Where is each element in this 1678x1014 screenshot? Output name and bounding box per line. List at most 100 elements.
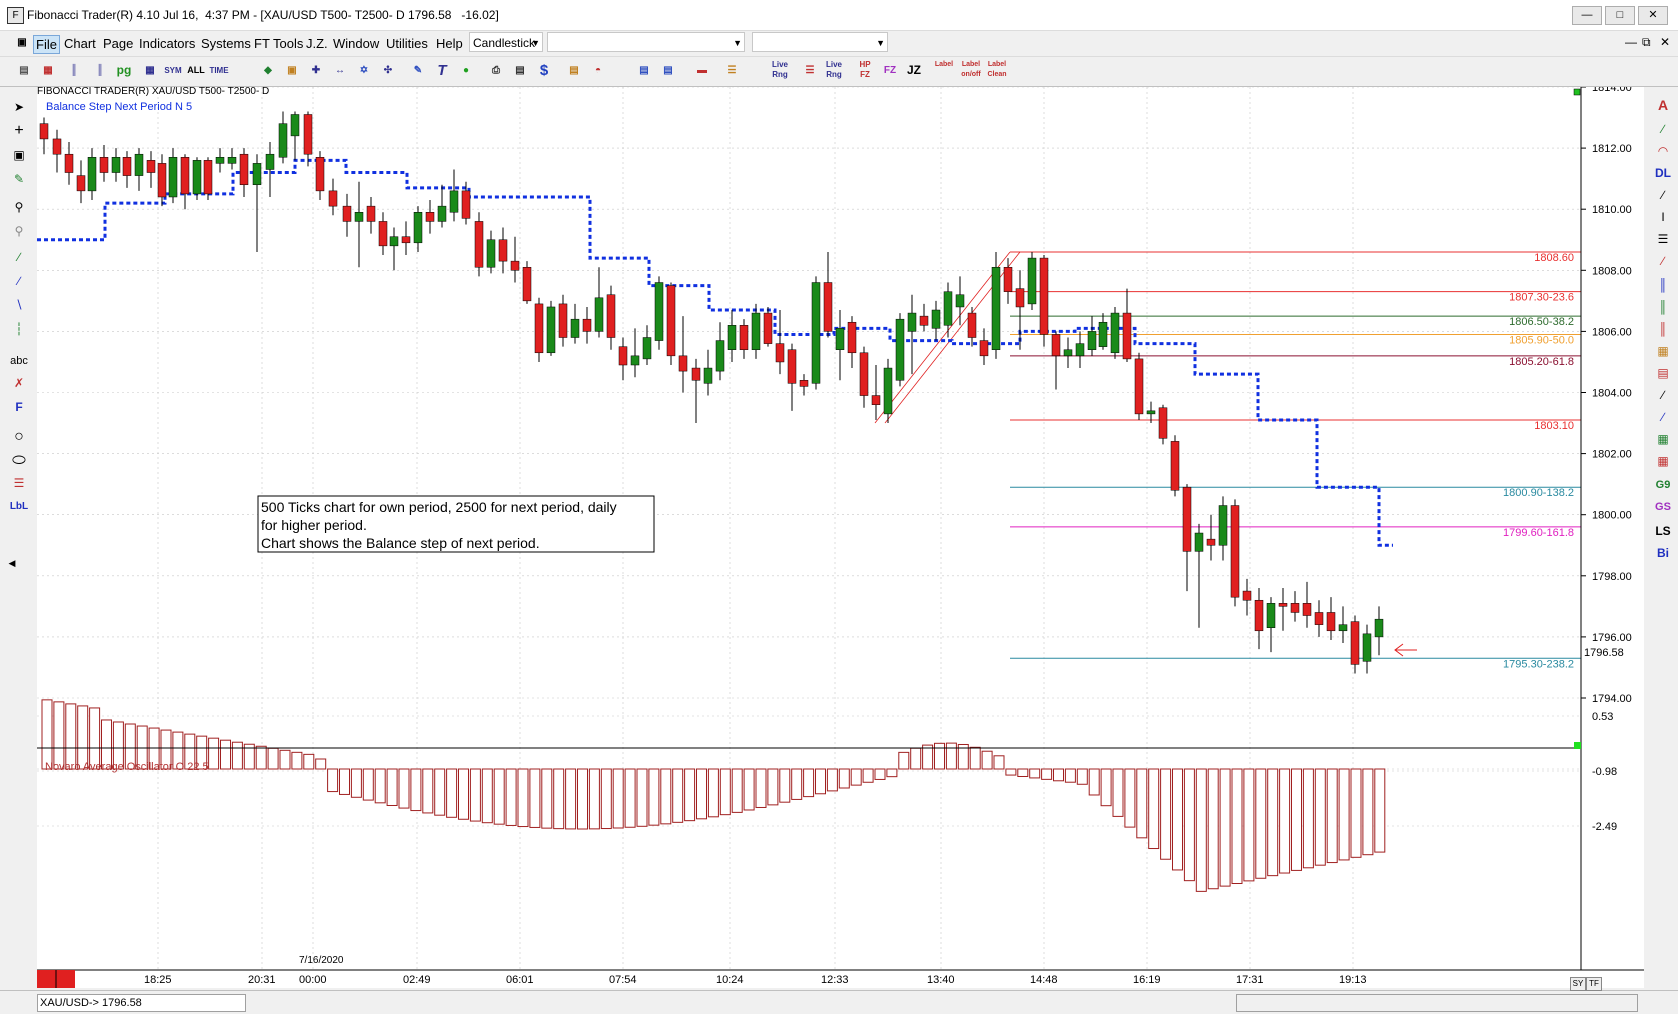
period-select[interactable]: ▼ (752, 32, 888, 52)
parallel-icon[interactable]: ∕ (1661, 188, 1664, 202)
menu-jz[interactable]: J.Z. (306, 36, 328, 51)
grid-green-icon[interactable]: ▦ (1657, 432, 1669, 446)
center-icon[interactable]: ✡ (359, 65, 369, 76)
fan-icon[interactable]: ┆ (15, 322, 23, 336)
zoom-out-icon[interactable]: ⚲ (14, 224, 24, 238)
trendline-icon[interactable]: ∕ (17, 250, 20, 264)
chart-type-select[interactable]: Candlestick ▼ (469, 32, 543, 52)
gann-icon[interactable]: ▦ (1657, 344, 1669, 358)
line-rng-2-icon[interactable]: Live Rng (825, 60, 842, 79)
abc-icon[interactable]: abc (10, 355, 28, 367)
ray-icon[interactable]: ∕ (17, 274, 20, 288)
crosshair-icon[interactable]: ✣ (383, 65, 393, 76)
label-clean-icon[interactable]: Label Clean (986, 60, 1008, 81)
dl-icon[interactable]: DL (1655, 166, 1671, 180)
diag2-icon[interactable]: ∕ (1661, 410, 1664, 424)
pg-icon[interactable]: pg (116, 63, 132, 77)
pencil-icon[interactable]: ✎ (13, 172, 25, 186)
menu-systems[interactable]: Systems (201, 36, 251, 51)
i-icon[interactable]: I (1661, 210, 1665, 224)
doc-icon[interactable]: ▣ (17, 37, 27, 48)
fib-lines-icon[interactable]: ☰ (13, 476, 25, 490)
time-icon[interactable]: TIME (209, 66, 229, 75)
menu-window[interactable]: Window (333, 36, 380, 51)
crosshair-icon[interactable]: + (14, 122, 24, 139)
collapse-left-icon[interactable]: ◀ (8, 558, 16, 568)
menu-utilities[interactable]: Utilities (386, 36, 428, 51)
fz-icon[interactable]: FZ (883, 65, 897, 76)
jz-icon[interactable]: JZ (906, 63, 921, 77)
grid-icon[interactable]: ▦ (145, 65, 155, 76)
f-icon[interactable]: F (15, 400, 23, 414)
bar-chart-3-icon[interactable]: ║ (96, 65, 104, 76)
copy-icon[interactable]: ▤ (515, 65, 525, 76)
sym-icon[interactable]: SYM (164, 66, 182, 75)
bars-green-icon[interactable]: ║ (1658, 300, 1668, 314)
page-icon[interactable]: ▤ (569, 65, 579, 76)
label-icon[interactable]: Label (934, 61, 954, 68)
pen-icon[interactable]: ✎ (413, 65, 423, 76)
fan-red-icon[interactable]: ∕ (1661, 254, 1664, 268)
minimize-button[interactable]: — (1572, 6, 1602, 25)
text-icon[interactable]: T (437, 62, 447, 79)
app-icon[interactable]: F (7, 7, 24, 24)
channel-icon[interactable]: ∖ (15, 298, 23, 312)
grid-red-icon[interactable]: ▦ (1657, 454, 1669, 468)
bars-red-icon[interactable]: ▬ (697, 65, 707, 76)
chart-area[interactable]: 1808.60 1807.30-23.6 1806.50-38.2 1805.90-5… (37, 87, 1644, 988)
erase-icon[interactable]: ✗ (13, 376, 25, 390)
lines-icon[interactable]: ∕ (1661, 122, 1664, 136)
bar-chart-2-icon[interactable]: ║ (70, 65, 78, 76)
symbol-select[interactable]: ▼ (547, 32, 745, 52)
traffic-light-icon[interactable]: ● (462, 65, 470, 76)
ellipse-icon[interactable]: ⬭ (12, 452, 26, 469)
annotation-box[interactable] (257, 495, 655, 553)
lbl-icon[interactable]: LbL (9, 501, 29, 512)
menu-ft-tools[interactable]: FT Tools (254, 36, 304, 51)
stack-2-icon[interactable]: ▤ (663, 65, 673, 76)
box-icon[interactable]: ▤ (1657, 366, 1669, 380)
a-icon[interactable]: A (1657, 97, 1669, 113)
mdi-close-button[interactable]: ✕ (1660, 35, 1671, 49)
pane-resize-handle[interactable] (1573, 88, 1581, 96)
print-icon[interactable]: ⎙ (492, 65, 500, 76)
bar-chart-icon[interactable]: ▦ (43, 65, 53, 76)
diag-icon[interactable]: ∕ (1661, 388, 1664, 402)
move-icon[interactable]: ✚ (311, 65, 321, 76)
mdi-restore-button[interactable]: ⧉ (1642, 35, 1651, 49)
menu-file[interactable]: File (33, 35, 60, 54)
sy-button[interactable]: SY (1570, 977, 1586, 991)
bars-blue-icon[interactable]: ║ (1658, 278, 1668, 292)
toggle-icon[interactable]: ▤ (19, 65, 29, 76)
gs-icon[interactable]: GS (1655, 501, 1671, 513)
horizontal-icon[interactable]: ☰ (1657, 232, 1669, 246)
bars-red-icon[interactable]: ║ (1658, 322, 1668, 336)
g9-icon[interactable]: G9 (1655, 479, 1671, 491)
indicator-icon[interactable]: ◓ (594, 65, 602, 76)
zoom-icon[interactable]: ▣ (287, 65, 297, 76)
dollar-icon[interactable]: $ (539, 62, 549, 79)
all-icon[interactable]: ALL (187, 65, 205, 75)
fib-icon[interactable]: ☰ (727, 65, 737, 76)
layers-icon[interactable]: ◆ (264, 65, 272, 76)
menu-help[interactable]: Help (436, 36, 463, 51)
menu-chart[interactable]: Chart (64, 36, 96, 51)
menu-indicators[interactable]: Indicators (139, 36, 196, 51)
menu-page[interactable]: Page (103, 36, 134, 51)
zoom-in-icon[interactable]: ⚲ (14, 200, 24, 214)
close-button[interactable]: ✕ (1638, 6, 1668, 25)
pane-resize-handle-2[interactable] (1574, 742, 1581, 749)
tf-button[interactable]: TF (1586, 977, 1602, 991)
stack-icon[interactable]: ▤ (639, 65, 649, 76)
maximize-button[interactable]: □ (1605, 6, 1635, 25)
magnet-icon[interactable]: ▣ (13, 148, 25, 162)
ls-icon[interactable]: LS (1655, 524, 1671, 538)
bi-icon[interactable]: Bi (1657, 546, 1669, 560)
label-onoff-icon[interactable]: Label on/off (960, 60, 982, 81)
fib-2-icon[interactable]: ☰ (805, 65, 815, 76)
arc-icon[interactable]: ◠ (1657, 144, 1669, 158)
mdi-minimize-button[interactable]: — (1625, 35, 1637, 49)
circle-icon[interactable]: ○ (14, 428, 24, 445)
line-rng-icon[interactable]: Live Rng (771, 60, 788, 79)
hp-fz-icon[interactable]: HP FZ (855, 60, 875, 81)
